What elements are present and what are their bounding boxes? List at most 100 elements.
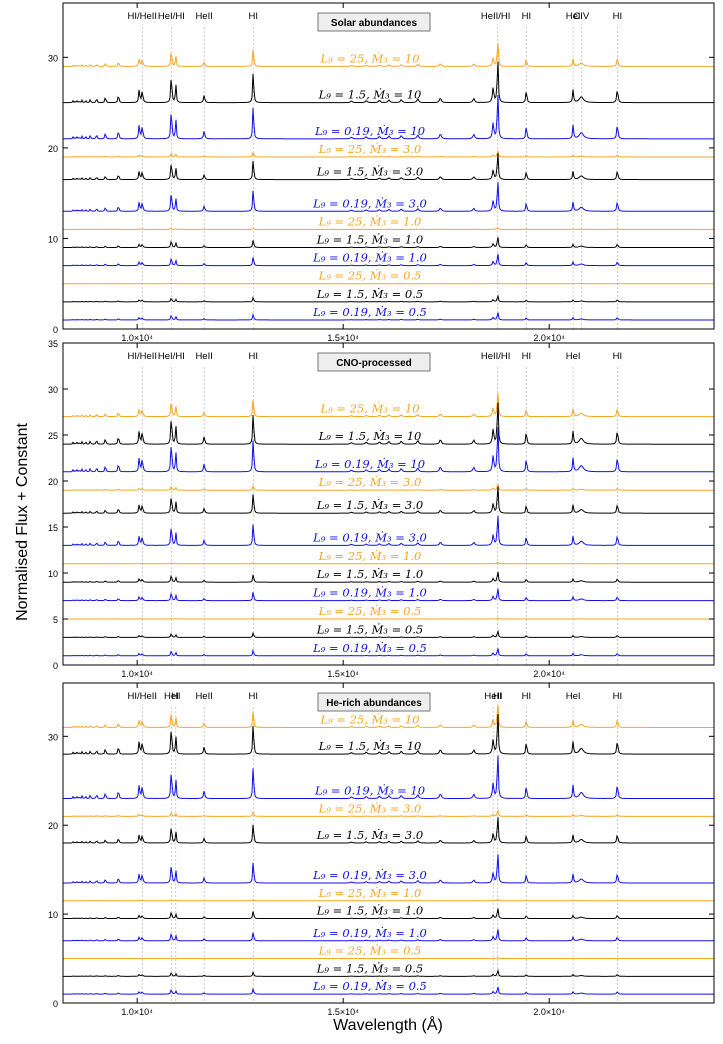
series-label: L₉ = 1.5, Ṁ₃ = 0.5 <box>316 287 423 301</box>
panel-frame <box>62 342 715 666</box>
series-label: L₉ = 25, Ṁ₃ = 0.5 <box>318 604 422 618</box>
species-label: HI <box>249 11 259 22</box>
spectrum-line <box>63 817 714 844</box>
species-label: HI/HeII <box>127 11 157 22</box>
spectrum-line <box>63 571 714 583</box>
spectrum-line <box>63 42 714 67</box>
spectrum-line <box>63 986 714 995</box>
series-label: L₉ = 1.5, Ṁ₃ = 3.0 <box>316 828 423 842</box>
spectrum-line <box>63 898 714 902</box>
panel-top: L₉ = 25, Ṁ₃ = 10 L₉ = 1.5, Ṁ₃ = 10 L₉ = 0.… <box>48 2 715 343</box>
series-label: L₉ = 1.5, Ṁ₃ = 10 <box>318 739 422 753</box>
spectrum-line <box>63 182 714 212</box>
species-label: HeII <box>195 11 212 22</box>
species-label: HeI <box>566 11 581 22</box>
series-label: L₉ = 25, Ṁ₃ = 10 <box>319 51 419 65</box>
y-tick-label: 30 <box>48 732 58 742</box>
spectra-group <box>63 392 714 657</box>
x-tick-label: 1.0×10⁴ <box>121 333 153 343</box>
series-label: L₉ = 25, Ṁ₃ = 1.0 <box>318 886 422 900</box>
spectrum-line <box>63 149 714 158</box>
spectrum-line <box>63 617 714 620</box>
series-label: L₉ = 25, Ṁ₃ = 0.5 <box>318 269 422 283</box>
series-label: L₉ = 25, Ṁ₃ = 1.0 <box>318 214 422 228</box>
series-label: L₉ = 25, Ṁ₃ = 0.5 <box>318 944 422 958</box>
y-tick-label: 20 <box>48 144 58 154</box>
y-tick-label: 10 <box>48 569 58 579</box>
spectrum-line <box>63 808 714 817</box>
panel-title-box <box>317 352 431 372</box>
species-label: HeII/HI <box>481 351 511 362</box>
x-tick-label: 2.0×10⁴ <box>533 669 565 679</box>
spectrum-line <box>63 402 714 445</box>
species-label: HI <box>493 691 503 702</box>
y-tick-label: 0 <box>53 325 58 335</box>
panel-title: Solar abundances <box>331 18 418 29</box>
panel-title-box <box>317 12 431 32</box>
spectrum-line <box>63 588 714 602</box>
spectrum-line <box>63 227 714 230</box>
spectrum-line <box>63 908 714 920</box>
spectrum-line <box>63 95 714 140</box>
series-label: L₉ = 1.5, Ṁ₃ = 3.0 <box>316 165 423 179</box>
series-label: L₉ = 0.19, Ṁ₃ = 0.5 <box>312 979 427 993</box>
spectra-group <box>63 704 714 995</box>
panel-middle: L₉ = 25, Ṁ₃ = 10 L₉ = 1.5, Ṁ₃ = 10 L₉ = 0.… <box>48 339 715 679</box>
species-label: HeII/HI <box>481 11 511 22</box>
spectrum-line <box>63 153 714 181</box>
spectrum-line <box>63 427 714 473</box>
y-tick-label: 20 <box>48 821 58 831</box>
species-label: HeII <box>195 351 212 362</box>
spectrum-line <box>63 482 714 491</box>
y-axis-title: Normalised Flux + Constant <box>14 423 31 621</box>
species-label: HI <box>522 11 532 22</box>
spectrum-line <box>63 713 714 755</box>
species-label: HI <box>613 11 623 22</box>
series-label: L₉ = 1.5, Ṁ₃ = 10 <box>318 429 422 443</box>
species-label: HI <box>522 351 532 362</box>
y-tick-label: 30 <box>48 53 58 63</box>
species-label: HeI <box>164 691 179 702</box>
series-label: L₉ = 25, Ṁ₃ = 10 <box>319 402 419 416</box>
x-tick-label: 1.0×10⁴ <box>121 1007 153 1017</box>
species-label: HeI/HI <box>158 351 185 362</box>
series-label: L₉ = 1.5, Ṁ₃ = 1.0 <box>316 567 423 581</box>
panel-frame <box>62 682 715 1004</box>
panel-frame <box>62 2 715 330</box>
y-tick-label: 10 <box>48 234 58 244</box>
species-label: HI/HeII <box>127 691 157 702</box>
series-label: L₉ = 25, Ṁ₃ = 3.0 <box>318 142 422 156</box>
series-label: L₉ = 0.19, Ṁ₃ = 1.0 <box>312 251 427 265</box>
y-tick-label: 20 <box>48 477 58 487</box>
spectrum-line <box>63 486 714 514</box>
y-tick-label: 30 <box>48 385 58 395</box>
panel-title: He-rich abundances <box>326 698 422 709</box>
species-label: HI <box>171 691 181 702</box>
x-tick-label: 2.0×10⁴ <box>533 333 565 343</box>
y-tick-label: 0 <box>53 661 58 671</box>
spectrum-line <box>63 629 714 638</box>
species-label: HI <box>613 351 623 362</box>
spectra-group <box>63 42 714 321</box>
species-label: HeII <box>484 691 501 702</box>
spectrum-line <box>63 312 714 321</box>
species-label: HI <box>613 691 623 702</box>
series-label: L₉ = 1.5, Ṁ₃ = 0.5 <box>316 961 423 975</box>
spectrum-line <box>63 282 714 285</box>
panel-bottom: L₉ = 25, Ṁ₃ = 10 L₉ = 1.5, Ṁ₃ = 10 L₉ = 0.… <box>48 682 715 1017</box>
x-tick-label: 1.0×10⁴ <box>121 669 153 679</box>
y-tick-label: 25 <box>48 431 58 441</box>
series-label: L₉ = 0.19, Ṁ₃ = 10 <box>314 784 425 798</box>
y-tick-label: 0 <box>53 999 58 1009</box>
y-tick-label: 10 <box>48 910 58 920</box>
x-tick-label: 2.0×10⁴ <box>533 1007 565 1017</box>
series-label: L₉ = 25, Ṁ₃ = 3.0 <box>318 801 422 815</box>
y-tick-label: 35 <box>48 339 58 349</box>
series-label: L₉ = 1.5, Ṁ₃ = 1.0 <box>316 233 423 247</box>
spectrum-line <box>63 253 714 267</box>
x-axis-title: Wavelength (Å) <box>333 1015 443 1034</box>
species-label: HI <box>249 351 259 362</box>
series-label: L₉ = 0.19, Ṁ₃ = 0.5 <box>312 305 427 319</box>
species-label: HI <box>249 691 259 702</box>
